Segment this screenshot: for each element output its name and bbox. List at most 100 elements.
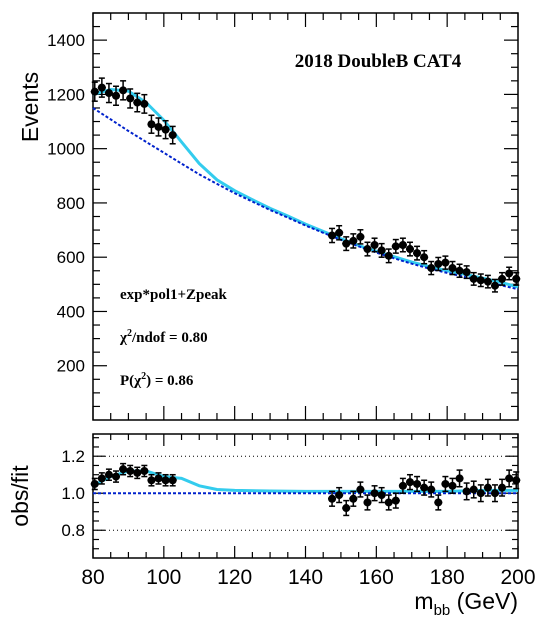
ratio-data-point <box>427 485 436 494</box>
ratio-data-point <box>476 489 485 498</box>
main-plot-series <box>90 77 521 293</box>
ratio-data-point <box>462 487 471 496</box>
ratio-reference-lines <box>93 455 518 531</box>
main-data-point <box>140 99 149 108</box>
ratio-plot-frame <box>92 433 519 559</box>
ratio-x-axis: 80 100 120 140 160 180 200 <box>81 434 536 589</box>
main-data-point <box>112 91 121 100</box>
chi2-value: /ndof = 0.80 <box>131 330 208 346</box>
ratio-data-point <box>505 474 514 483</box>
ratio-data-point <box>448 481 457 490</box>
main-data-point <box>420 253 429 262</box>
main-data-point <box>154 122 163 131</box>
x-axis-title-unit: (GeV) <box>450 588 518 614</box>
x-tick-label: 80 <box>81 566 104 589</box>
ratio-data-point <box>377 491 386 500</box>
ratio-data-point <box>441 479 450 488</box>
main-y-tick-label: 200 <box>57 357 85 376</box>
main-data-point <box>441 258 450 267</box>
ratio-data-point <box>391 496 400 505</box>
main-data-point <box>413 249 422 258</box>
ratio-data-point <box>398 481 407 490</box>
probability-label: P(χ2) = 0.86 <box>120 371 194 389</box>
main-y-tick-label: 1000 <box>47 140 85 159</box>
main-data-point <box>434 259 443 268</box>
ratio-data-point <box>133 468 142 477</box>
main-data-point <box>356 232 365 241</box>
main-data-point <box>119 86 128 95</box>
main-data-point <box>97 83 106 92</box>
main-background-curve <box>92 107 519 291</box>
main-data-point <box>448 264 457 273</box>
x-tick-label: 140 <box>288 566 323 589</box>
main-data-point <box>363 245 372 254</box>
main-data-point <box>104 89 113 98</box>
chi2-symbol: χ <box>119 330 128 346</box>
ratio-data-point <box>90 479 99 488</box>
ratio-y-tick-label: 1.0 <box>61 484 85 503</box>
main-data-point <box>168 131 177 140</box>
main-data-point <box>405 245 414 254</box>
main-data-point <box>483 277 492 286</box>
main-data-point <box>384 251 393 260</box>
ratio-y-tick-label: 1.2 <box>61 447 85 466</box>
ratio-data-point <box>328 494 337 503</box>
main-data-point <box>490 281 499 290</box>
main-data-point <box>476 276 485 285</box>
prob-exponent: 2 <box>141 371 146 382</box>
ratio-data-point <box>119 465 128 474</box>
main-fit-curve <box>92 87 519 289</box>
main-y-axis-title: Events <box>17 72 43 142</box>
chi2-exponent: 2 <box>127 328 132 339</box>
ratio-data-point <box>498 483 507 492</box>
main-y-tick-label: 600 <box>57 248 85 267</box>
main-data-point <box>161 125 170 134</box>
main-data-point <box>462 268 471 277</box>
ratio-data-point <box>413 479 422 488</box>
fit-model-label: exp*pol1+Zpeak <box>120 287 228 303</box>
x-tick-label: 180 <box>430 566 465 589</box>
main-data-point <box>342 239 351 248</box>
main-data-point <box>147 120 156 129</box>
chi2-ndof-label: χ2/ndof = 0.80 <box>119 328 208 346</box>
main-y-tick-label: 800 <box>57 194 85 213</box>
main-data-point <box>377 246 386 255</box>
ratio-data-point <box>342 504 351 513</box>
main-y-tick-label: 400 <box>57 302 85 321</box>
ratio-data-point <box>126 467 135 476</box>
ratio-data-point <box>420 483 429 492</box>
main-plot-frame <box>92 12 519 421</box>
ratio-data-point <box>455 474 464 483</box>
plot-title: 2018 DoubleB CAT4 <box>295 51 462 72</box>
ratio-data-point <box>405 478 414 487</box>
ratio-data-point <box>112 472 121 481</box>
x-tick-label: 120 <box>217 566 252 589</box>
ratio-data-point <box>104 470 113 479</box>
main-data-point <box>469 274 478 283</box>
x-axis-title-m: m <box>414 588 433 614</box>
x-axis-title-subscript: bb <box>434 602 451 619</box>
x-axis-title: mbb (GeV) <box>414 588 518 619</box>
main-data-point <box>512 274 521 283</box>
main-data-point <box>328 231 337 240</box>
ratio-plot-series <box>90 462 521 517</box>
ratio-data-point <box>168 476 177 485</box>
x-tick-label: 200 <box>500 566 535 589</box>
main-data-point <box>90 87 99 96</box>
main-data-point <box>505 269 514 278</box>
ratio-data-point <box>483 483 492 492</box>
main-data-point <box>398 240 407 249</box>
ratio-data-point <box>363 498 372 507</box>
main-data-point <box>427 264 436 273</box>
ratio-data-point <box>349 494 358 503</box>
ratio-data-point <box>512 476 521 485</box>
prob-prefix: P(χ <box>120 373 142 389</box>
ratio-data-point <box>140 467 149 476</box>
ratio-data-point <box>161 476 170 485</box>
main-data-point <box>391 242 400 251</box>
x-tick-label: 160 <box>359 566 394 589</box>
ratio-y-tick-label: 0.8 <box>61 521 85 540</box>
main-y-tick-label: 1400 <box>47 31 85 50</box>
prob-value: ) = 0.86 <box>146 373 194 389</box>
